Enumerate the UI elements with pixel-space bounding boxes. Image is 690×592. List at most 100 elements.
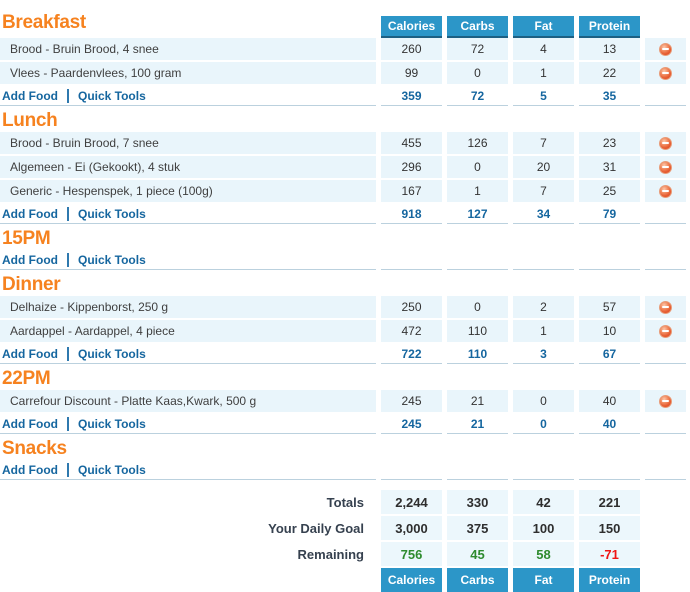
add-food-link[interactable]: Add Food: [2, 346, 58, 361]
food-calories-value: 455: [381, 132, 442, 154]
food-protein-value: 40: [579, 390, 640, 412]
food-name: Brood - Bruin Brood, 7 snee: [0, 132, 376, 154]
food-carbs-value: 1: [447, 180, 508, 202]
delete-entry-icon[interactable]: [659, 184, 672, 198]
meal-title: Breakfast: [2, 12, 86, 33]
food-protein-value: 23: [579, 132, 640, 154]
column-header-carbs: Carbs: [447, 568, 508, 592]
food-entry-row: Algemeen - Ei (Gekookt), 4 stuk 296 0 20 31: [0, 156, 686, 178]
link-separator: [66, 206, 69, 221]
column-header-protein: Protein: [579, 16, 640, 38]
delete-entry-icon[interactable]: [659, 160, 672, 174]
meal-total-fat: 3: [513, 344, 574, 364]
food-entry-row: Vlees - Paardenvlees, 100 gram 99 0 1 22: [0, 62, 686, 84]
food-fat-value: 1: [513, 62, 574, 84]
remaining-row: Remaining 756 45 58 -71: [0, 542, 686, 566]
meal-total-calories: 245: [381, 414, 442, 434]
delete-entry-icon[interactable]: [659, 42, 672, 56]
food-fat-value: 2: [513, 296, 574, 318]
food-calories-value: 472: [381, 320, 442, 342]
goal-fat: 100: [513, 516, 574, 540]
link-separator: [66, 88, 69, 103]
actions-row-spacer: [645, 250, 686, 270]
meal-section-snacks: Snacks Add Food Quick Tools: [0, 438, 686, 480]
link-separator: [66, 462, 69, 477]
meal-title: 22PM: [2, 368, 51, 389]
meal-title: Lunch: [2, 110, 58, 131]
section-heading-band: Snacks: [0, 438, 686, 460]
actions-row-spacer: [645, 344, 686, 364]
section-heading-band: 22PM: [0, 368, 686, 390]
meal-total-empty: [381, 460, 442, 480]
meal-section-breakfast: Breakfast Calories Carbs Fat Protein Brood - …: [0, 8, 686, 106]
section-actions-row: Add Food Quick Tools: [0, 250, 686, 270]
food-carbs-value: 21: [447, 390, 508, 412]
food-fat-value: 1: [513, 320, 574, 342]
food-protein-value: 57: [579, 296, 640, 318]
section-actions-row: Add Food Quick Tools: [0, 460, 686, 480]
food-protein-value: 10: [579, 320, 640, 342]
remaining-fat: 58: [513, 542, 574, 566]
food-calories-value: 296: [381, 156, 442, 178]
remaining-spacer: [645, 542, 686, 566]
totals-fat: 42: [513, 490, 574, 514]
column-header-carbs: Carbs: [447, 16, 508, 38]
footer-spacer-left: [0, 568, 376, 592]
meal-total-calories: 722: [381, 344, 442, 364]
column-header-fat: Fat: [513, 568, 574, 592]
food-carbs-value: 0: [447, 156, 508, 178]
actions-row-spacer: [645, 86, 686, 106]
delete-entry-icon[interactable]: [659, 300, 672, 314]
quick-tools-link[interactable]: Quick Tools: [77, 462, 146, 477]
meal-total-protein: 67: [579, 344, 640, 364]
meal-total-empty: [381, 250, 442, 270]
food-entry-row: Carrefour Discount - Platte Kaas,Kwark, …: [0, 390, 686, 412]
add-food-link[interactable]: Add Food: [2, 88, 58, 103]
delete-entry-icon[interactable]: [659, 324, 672, 338]
add-food-link[interactable]: Add Food: [2, 416, 58, 431]
quick-tools-link[interactable]: Quick Tools: [77, 346, 146, 361]
section-heading-band: Breakfast Calories Carbs Fat Protein: [0, 8, 686, 38]
meal-total-carbs: 127: [447, 204, 508, 224]
food-name: Vlees - Paardenvlees, 100 gram: [0, 62, 376, 84]
food-calories-value: 250: [381, 296, 442, 318]
meal-sections: Breakfast Calories Carbs Fat Protein Brood - …: [0, 8, 686, 480]
food-carbs-value: 72: [447, 38, 508, 60]
column-header-calories: Calories: [381, 16, 442, 38]
delete-entry-icon[interactable]: [659, 136, 672, 150]
food-carbs-value: 0: [447, 62, 508, 84]
food-protein-value: 22: [579, 62, 640, 84]
food-name: Delhaize - Kippenborst, 250 g: [0, 296, 376, 318]
quick-tools-link[interactable]: Quick Tools: [77, 206, 146, 221]
meal-title: Snacks: [2, 438, 67, 459]
delete-entry-icon[interactable]: [659, 394, 672, 408]
quick-tools-link[interactable]: Quick Tools: [77, 416, 146, 431]
meal-total-empty: [447, 460, 508, 480]
section-heading-band: 15PM: [0, 228, 686, 250]
meal-total-carbs: 110: [447, 344, 508, 364]
food-carbs-value: 126: [447, 132, 508, 154]
food-protein-value: 13: [579, 38, 640, 60]
meal-total-carbs: 21: [447, 414, 508, 434]
add-food-link[interactable]: Add Food: [2, 252, 58, 267]
food-entry-row: Delhaize - Kippenborst, 250 g 250 0 2 57: [0, 296, 686, 318]
add-food-link[interactable]: Add Food: [2, 462, 58, 477]
meal-total-carbs: 72: [447, 86, 508, 106]
totals-calories: 2,244: [381, 490, 442, 514]
quick-tools-link[interactable]: Quick Tools: [77, 88, 146, 103]
delete-entry-icon[interactable]: [659, 66, 672, 80]
goal-carbs: 375: [447, 516, 508, 540]
food-calories-value: 99: [381, 62, 442, 84]
goal-spacer: [645, 516, 686, 540]
column-header-fat: Fat: [513, 16, 574, 38]
food-calories-value: 245: [381, 390, 442, 412]
meal-section-lunch: Lunch Brood - Bruin Brood, 7 snee 455 126 7 2…: [0, 110, 686, 224]
totals-protein: 221: [579, 490, 640, 514]
meal-total-protein: 79: [579, 204, 640, 224]
footer-spacer-right: [645, 568, 686, 592]
food-fat-value: 4: [513, 38, 574, 60]
quick-tools-link[interactable]: Quick Tools: [77, 252, 146, 267]
daily-goal-row: Your Daily Goal 3,000 375 100 150: [0, 516, 686, 540]
add-food-link[interactable]: Add Food: [2, 206, 58, 221]
